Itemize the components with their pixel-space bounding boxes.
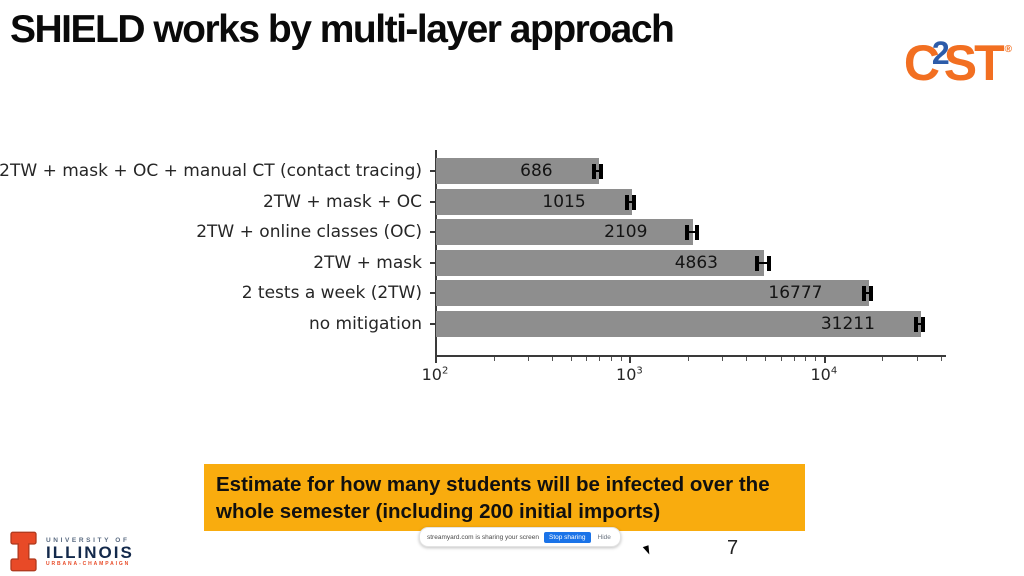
registered-mark-icon: ® xyxy=(1004,44,1012,55)
y-axis-label: 2TW + mask + OC + manual CT (contact tra… xyxy=(0,161,422,181)
y-axis-labels: 2TW + mask + OC + manual CT (contact tra… xyxy=(0,150,429,355)
error-bar-whisker xyxy=(916,323,924,325)
x-axis-tick-label: 104 xyxy=(810,365,838,384)
error-bar-whisker xyxy=(594,170,601,172)
stop-sharing-button[interactable]: Stop sharing xyxy=(544,531,591,543)
y-axis-tick xyxy=(430,170,435,172)
bar xyxy=(436,188,632,215)
y-axis-label: 2TW + mask xyxy=(313,252,422,273)
error-bar-cap xyxy=(695,225,700,241)
bar-value-label: 31211 xyxy=(820,314,875,334)
x-axis-minor-tick xyxy=(599,357,601,361)
c2st-logo-st: ST xyxy=(943,35,1005,91)
share-message: streamyard.com is sharing your screen xyxy=(427,533,539,541)
x-axis-minor-tick xyxy=(804,357,806,361)
bar xyxy=(436,311,921,337)
c2st-logo-2: 2 xyxy=(931,35,950,71)
bar xyxy=(436,219,694,246)
x-axis-major-tick xyxy=(435,357,437,363)
uiuc-illinois: ILLINOIS xyxy=(46,542,134,562)
block-i-icon xyxy=(10,531,37,572)
x-axis-minor-tick xyxy=(527,357,529,361)
x-axis-minor-tick xyxy=(765,357,767,361)
error-bar-cap xyxy=(685,225,690,241)
uiuc-urbana-champaign: URBANA-CHAMPAIGN xyxy=(46,560,131,567)
bar-value-label: 4863 xyxy=(674,252,718,273)
y-axis-tick xyxy=(430,231,435,234)
bar-value-label: 16777 xyxy=(768,283,823,304)
x-axis-minor-tick xyxy=(940,357,942,361)
error-bar-cap xyxy=(868,286,873,302)
error-bar-cap xyxy=(592,164,597,179)
error-bar-cap xyxy=(631,194,636,210)
error-bar-whisker xyxy=(863,292,871,295)
x-axis-minor-tick xyxy=(780,357,782,361)
page-number: 7 xyxy=(727,537,739,559)
x-axis-minor-tick xyxy=(620,357,622,361)
y-axis-tick xyxy=(430,200,435,203)
y-axis-label: 2 tests a week (2TW) xyxy=(241,283,422,304)
callout-line-1: Estimate for how many students will be i… xyxy=(216,473,770,496)
y-axis-label: no mitigation xyxy=(308,314,422,334)
y-axis-label: 2TW + mask + OC xyxy=(262,191,422,212)
bar xyxy=(436,158,599,184)
x-axis-major-tick xyxy=(823,357,826,363)
x-axis-line xyxy=(435,355,946,357)
error-bar-cap xyxy=(921,317,926,332)
error-bar-whisker xyxy=(757,261,769,264)
x-axis-minor-tick xyxy=(882,357,884,361)
uiuc-logo-text: UNIVERSITY OF ILLINOIS URBANA-CHAMPAIGN xyxy=(46,537,134,567)
x-axis-minor-tick xyxy=(586,357,588,361)
error-bar-whisker xyxy=(687,231,698,234)
bar xyxy=(436,249,764,276)
x-axis-tick-label: 102 xyxy=(421,365,449,384)
x-axis-minor-tick xyxy=(793,357,795,361)
bar xyxy=(436,280,869,307)
x-axis-minor-tick xyxy=(814,357,816,361)
uiuc-logo: UNIVERSITY OF ILLINOIS URBANA-CHAMPAIGN xyxy=(10,531,134,572)
y-axis-label: 2TW + online classes (OC) xyxy=(196,222,422,243)
bar-value-label: 686 xyxy=(520,161,553,181)
slide-title: SHIELD works by multi-layer approach xyxy=(10,8,675,51)
y-axis-tick xyxy=(430,323,435,325)
y-axis-tick xyxy=(430,261,435,264)
y-axis-tick xyxy=(430,292,435,295)
error-bar-whisker xyxy=(627,200,634,203)
error-bar-cap xyxy=(766,255,771,271)
callout-box: Estimate for how many students will be i… xyxy=(204,464,805,531)
uiuc-university-of: UNIVERSITY OF xyxy=(46,536,130,544)
x-axis-minor-tick xyxy=(493,357,495,361)
error-bar-cap xyxy=(598,164,603,179)
x-axis-tick-label: 103 xyxy=(616,365,643,384)
bar-chart: 686 1015 2109 4863 16777 31211 102 103 104 xyxy=(422,150,946,384)
error-bar-cap xyxy=(625,194,630,210)
error-bar-cap xyxy=(755,255,760,271)
callout-line-2: whole semester (including 200 initial im… xyxy=(216,500,661,523)
x-axis-major-tick xyxy=(629,357,632,363)
x-axis-minor-tick xyxy=(746,357,748,361)
bar-value-label: 2109 xyxy=(604,222,648,243)
x-axis-minor-tick xyxy=(610,357,612,361)
x-axis-minor-tick xyxy=(687,357,689,361)
mouse-cursor xyxy=(642,545,652,556)
error-bar-cap xyxy=(914,317,919,332)
x-axis-minor-tick xyxy=(552,357,554,361)
x-axis-minor-tick xyxy=(722,357,724,361)
c2st-logo-c: C xyxy=(903,35,940,91)
c2st-logo: C2ST ® xyxy=(904,34,1012,92)
x-axis-minor-tick xyxy=(570,357,572,361)
x-axis-minor-tick xyxy=(916,357,918,361)
bar-value-label: 1015 xyxy=(542,191,586,212)
error-bar-cap xyxy=(861,286,866,302)
hide-button[interactable]: Hide xyxy=(597,533,611,541)
screen-share-notification: streamyard.com is sharing your screen St… xyxy=(419,527,621,547)
